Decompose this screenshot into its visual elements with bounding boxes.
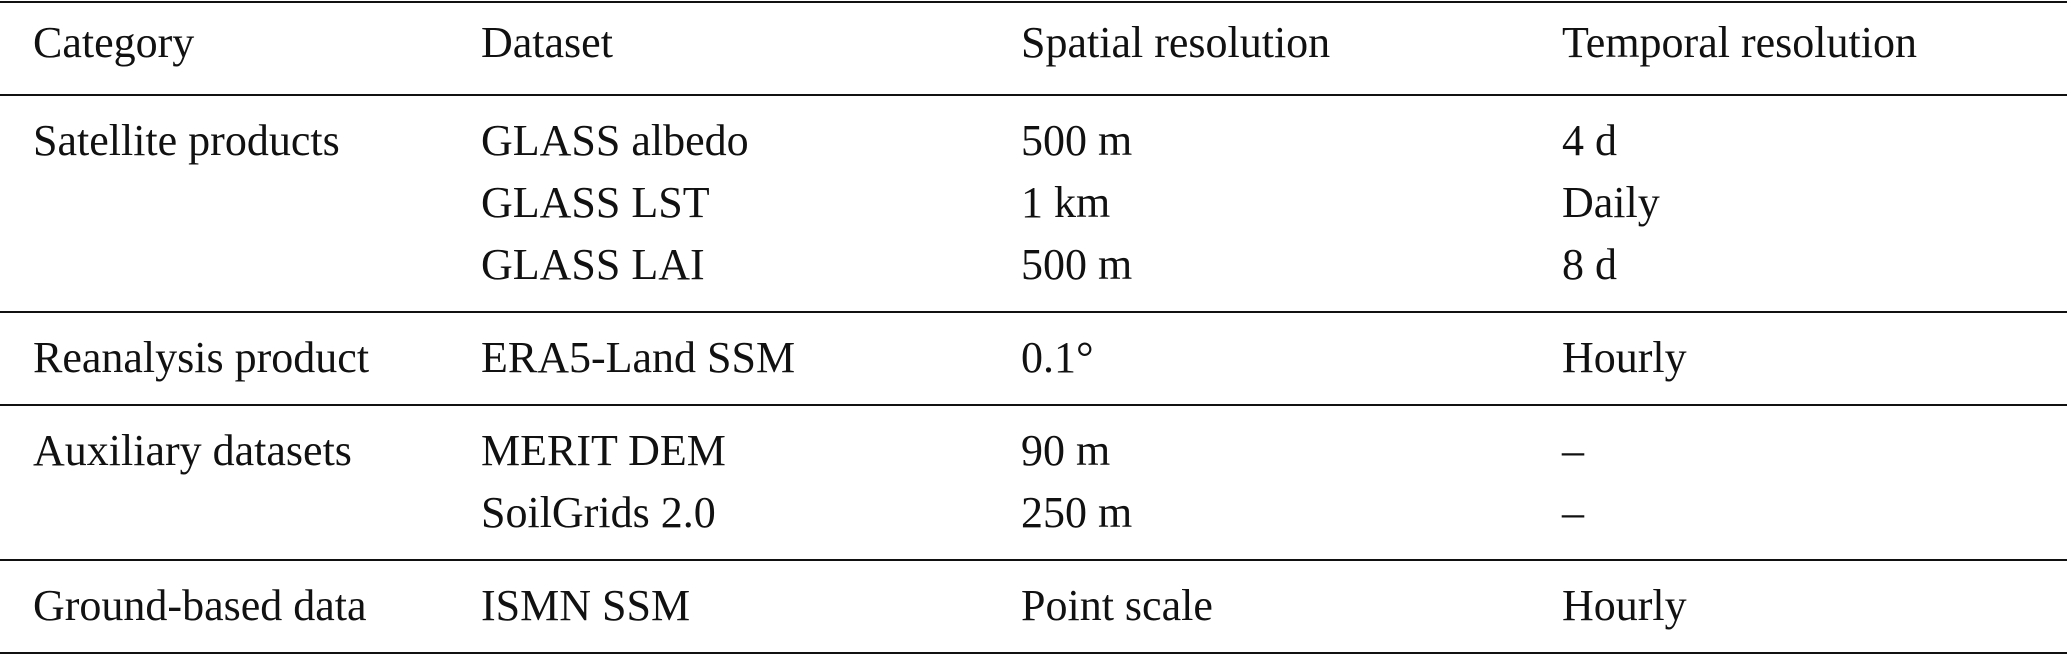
- category-cell: Ground-based data: [33, 581, 367, 630]
- header-cell: Dataset: [481, 18, 613, 67]
- data-cell: ERA5-Land SSM: [481, 333, 795, 382]
- data-cell: Daily: [1562, 178, 1660, 227]
- category-cell: Reanalysis product: [33, 333, 369, 382]
- header-cell: Spatial resolution: [1021, 18, 1330, 67]
- data-cell: 4 d: [1562, 116, 1617, 165]
- data-cell: –: [1561, 426, 1585, 475]
- data-cell: GLASS LAI: [481, 240, 705, 289]
- data-cell: MERIT DEM: [481, 426, 726, 475]
- data-cell: 500 m: [1021, 240, 1132, 289]
- data-cell: GLASS LST: [481, 178, 710, 227]
- data-cell: Point scale: [1021, 581, 1213, 630]
- data-cell: 8 d: [1562, 240, 1617, 289]
- data-cell: GLASS albedo: [481, 116, 749, 165]
- category-cell: Satellite products: [33, 116, 340, 165]
- data-cell: Hourly: [1562, 333, 1687, 382]
- category-cell: Auxiliary datasets: [33, 426, 352, 475]
- data-cell: 250 m: [1021, 488, 1132, 537]
- data-cell: ISMN SSM: [481, 581, 690, 630]
- data-cell: 500 m: [1021, 116, 1132, 165]
- data-cell: 90 m: [1021, 426, 1110, 475]
- data-cell: SoilGrids 2.0: [481, 488, 716, 537]
- data-cell: 1 km: [1021, 178, 1110, 227]
- header-cell: Category: [33, 18, 194, 67]
- data-cell: –: [1561, 488, 1585, 537]
- data-cell: 0.1°: [1021, 333, 1094, 382]
- data-cell: Hourly: [1562, 581, 1687, 630]
- header-cell: Temporal resolution: [1562, 18, 1917, 67]
